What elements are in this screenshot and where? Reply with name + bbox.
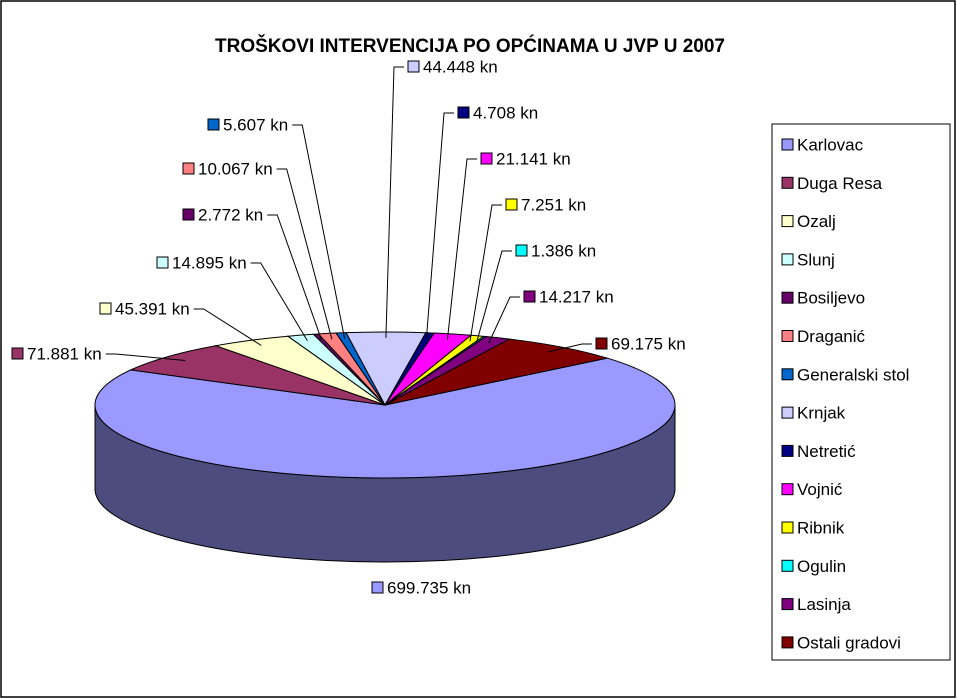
legend-swatch	[781, 598, 794, 611]
legend-label: Ribnik	[797, 518, 845, 537]
data-label: 10.067 kn	[198, 159, 273, 178]
data-label: 4.708 kn	[473, 103, 538, 122]
leader-line	[488, 296, 520, 344]
data-label: 5.607 kn	[223, 115, 288, 134]
data-label-swatch	[595, 337, 608, 350]
legend-label: Krnjak	[797, 404, 846, 423]
slice	[128, 345, 386, 406]
data-label-swatch	[182, 208, 195, 221]
legend-label: Draganić	[797, 327, 866, 346]
legend-label: Slunj	[797, 250, 835, 269]
data-label: 14.895 kn	[172, 253, 247, 272]
leader-line	[292, 124, 346, 339]
leader-line	[193, 308, 262, 346]
legend-label: Ozalj	[797, 212, 836, 231]
legend-swatch	[781, 176, 794, 189]
legend-swatch	[781, 406, 794, 419]
data-label-swatch	[182, 162, 195, 175]
leader-line	[446, 158, 477, 340]
leader-line	[476, 250, 512, 343]
data-label-swatch	[407, 60, 420, 73]
data-label-swatch	[11, 347, 24, 360]
data-label: 44.448 kn	[423, 57, 498, 76]
legend-swatch	[781, 291, 794, 304]
data-label-swatch	[99, 302, 112, 315]
legend-swatch	[781, 521, 794, 534]
legend-swatch	[781, 559, 794, 572]
leader-line	[105, 353, 186, 361]
slice	[94, 357, 676, 479]
data-label-swatch	[515, 244, 528, 257]
legend-swatch	[781, 215, 794, 228]
leader-line	[385, 66, 404, 338]
legend-label: Duga Resa	[797, 174, 883, 193]
legend-label: Vojnić	[797, 480, 843, 499]
data-label-swatch	[505, 198, 518, 211]
data-label-swatch	[371, 581, 384, 594]
data-label: 1.386 kn	[531, 241, 596, 260]
data-label: 2.772 kn	[198, 205, 263, 224]
legend-label: Karlovac	[797, 135, 864, 154]
legend-label: Netretić	[797, 442, 856, 461]
leader-line	[469, 204, 502, 342]
data-label: 7.251 kn	[521, 195, 586, 214]
data-label-swatch	[480, 152, 493, 165]
legend-label: Ostali gradovi	[797, 633, 901, 652]
legend-box	[771, 123, 951, 661]
legend-swatch	[781, 253, 794, 266]
data-label: 21.141 kn	[496, 149, 571, 168]
legend-label: Bosiljevo	[797, 289, 865, 308]
legend-swatch	[781, 483, 794, 496]
legend-swatch	[781, 636, 794, 649]
legend-label: Ogulin	[797, 557, 846, 576]
legend-swatch	[781, 368, 794, 381]
slice	[384, 338, 608, 406]
legend-label: Generalski stol	[797, 365, 909, 384]
leader-line	[548, 343, 592, 353]
data-label: 699.735 kn	[387, 578, 471, 597]
legend-swatch	[781, 138, 794, 151]
leader-line	[276, 168, 333, 340]
legend-label: Lasinja	[797, 595, 851, 614]
data-label-swatch	[523, 290, 536, 303]
data-label: 45.391 kn	[115, 299, 190, 318]
leader-line	[425, 112, 454, 339]
data-label: 69.175 kn	[611, 334, 686, 353]
leader-line	[250, 262, 308, 342]
data-label-swatch	[156, 256, 169, 269]
data-label-swatch	[207, 118, 220, 131]
data-label-swatch	[457, 106, 470, 119]
legend-swatch	[781, 444, 794, 457]
data-label: 14.217 kn	[539, 287, 614, 306]
leader-line	[267, 214, 322, 340]
legend-swatch	[781, 330, 794, 342]
chart-title: TROŠKOVI INTERVENCIJA PO OPĆINAMA U JVP …	[215, 35, 725, 57]
data-label: 71.881 kn	[27, 344, 102, 363]
